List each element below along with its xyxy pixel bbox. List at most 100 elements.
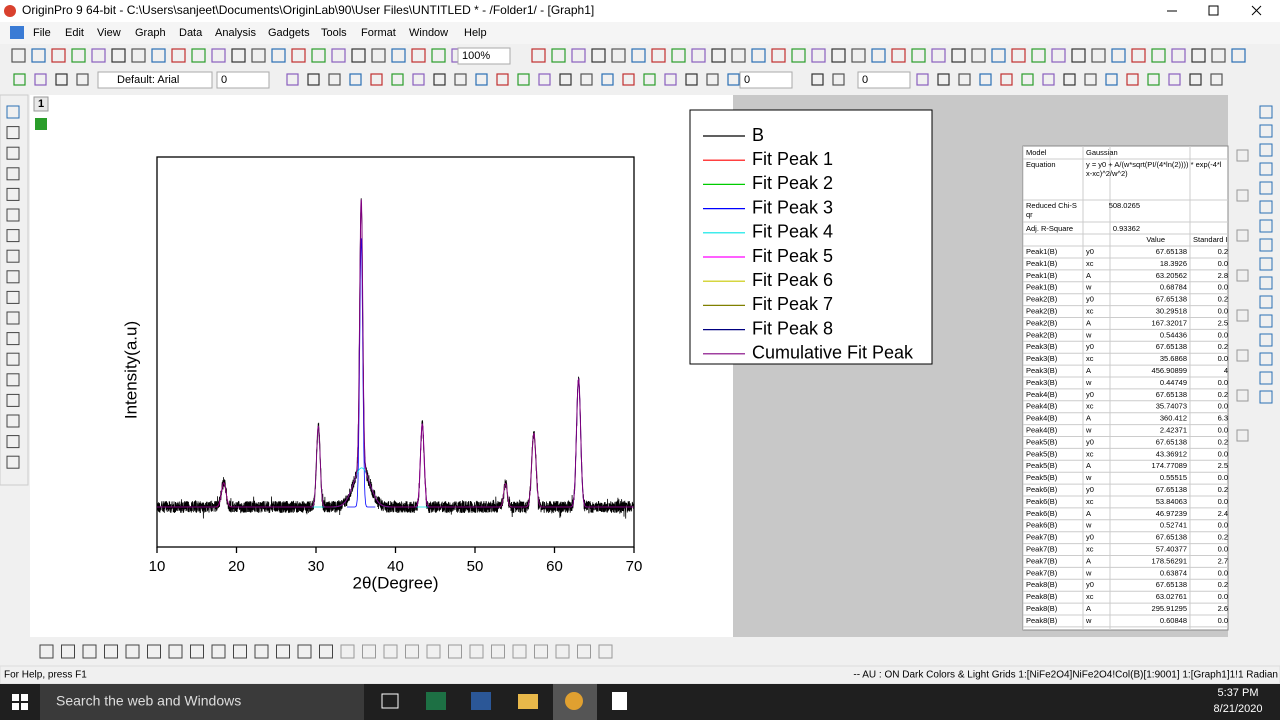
toolbar-button[interactable] <box>411 48 426 63</box>
tool-button[interactable] <box>6 311 20 325</box>
toolbar-button[interactable] <box>958 73 971 86</box>
tool-button[interactable] <box>1236 389 1249 402</box>
toolbar-button[interactable] <box>577 644 591 659</box>
tool-button[interactable] <box>6 455 20 469</box>
toolbar-button[interactable] <box>1131 48 1146 63</box>
toolbar-button[interactable] <box>1011 48 1026 63</box>
tool-button[interactable] <box>6 229 20 243</box>
tool-button[interactable] <box>1259 219 1273 233</box>
toolbar-button[interactable] <box>168 644 183 659</box>
tool-button[interactable] <box>6 414 20 428</box>
toolbar-button[interactable] <box>76 73 89 86</box>
toolbar-button[interactable] <box>1031 48 1046 63</box>
toolbar-button[interactable] <box>512 644 527 659</box>
toolbar-button[interactable] <box>591 48 606 63</box>
toolbar-button[interactable] <box>286 73 299 86</box>
menu-item[interactable]: Window <box>409 27 448 39</box>
toolbar-button[interactable] <box>911 48 926 63</box>
toolbar-button[interactable] <box>383 644 398 659</box>
toolbar-button[interactable] <box>531 48 546 63</box>
menu-item[interactable]: Tools <box>321 27 347 39</box>
toolbar-button[interactable] <box>431 48 446 63</box>
toolbar-button[interactable] <box>469 644 484 659</box>
toolbar-button[interactable] <box>711 48 726 63</box>
toolbar-button[interactable] <box>328 73 341 86</box>
toolbar-button[interactable] <box>454 73 467 86</box>
tool-button[interactable] <box>6 373 20 387</box>
tool-button[interactable] <box>1236 149 1249 162</box>
tool-button[interactable] <box>1259 257 1273 271</box>
toolbar-button[interactable] <box>1151 48 1166 63</box>
line-width-box[interactable] <box>739 71 793 89</box>
toolbar-button[interactable] <box>1051 48 1066 63</box>
toolbar-button[interactable] <box>971 48 986 63</box>
toolbar-button[interactable] <box>891 48 906 63</box>
tool-button[interactable] <box>6 187 20 201</box>
tool-button[interactable] <box>1236 269 1249 282</box>
tool-button[interactable] <box>6 332 20 346</box>
menu-item[interactable]: Help <box>464 27 487 39</box>
tool-button[interactable] <box>6 249 20 263</box>
toolbar-button[interactable] <box>55 73 68 86</box>
toolbar-button[interactable] <box>991 48 1006 63</box>
toolbar-button[interactable] <box>1042 73 1055 86</box>
tool-button[interactable] <box>1236 309 1249 322</box>
tool-button[interactable] <box>6 105 20 119</box>
toolbar-button[interactable] <box>580 73 593 86</box>
toolbar-button[interactable] <box>664 73 677 86</box>
toolbar-button[interactable] <box>297 644 312 659</box>
toolbar-button[interactable] <box>851 48 866 63</box>
toolbar-button[interactable] <box>211 644 226 659</box>
menu-item[interactable]: Graph <box>135 27 166 39</box>
toolbar-button[interactable] <box>671 48 686 63</box>
toolbar-button[interactable] <box>125 644 140 659</box>
toolbar-button[interactable] <box>34 73 47 86</box>
tool-button[interactable] <box>1236 349 1249 362</box>
toolbar-button[interactable] <box>151 48 166 63</box>
toolbar-button[interactable] <box>412 73 425 86</box>
toolbar-button[interactable] <box>13 73 26 86</box>
toolbar-button[interactable] <box>831 48 846 63</box>
tool-button[interactable] <box>1259 295 1273 309</box>
tool-button[interactable] <box>1259 181 1273 195</box>
tool-button[interactable] <box>6 393 20 407</box>
tool-button[interactable] <box>1259 276 1273 290</box>
tool-button[interactable] <box>1259 105 1273 119</box>
toolbar-button[interactable] <box>319 644 333 659</box>
toolbar-button[interactable] <box>11 48 26 63</box>
toolbar-button[interactable] <box>517 73 530 86</box>
toolbar-button[interactable] <box>631 48 646 63</box>
toolbar-button[interactable] <box>254 644 269 659</box>
toolbar-button[interactable] <box>931 48 946 63</box>
lock-icon[interactable] <box>35 118 47 130</box>
toolbar-button[interactable] <box>61 644 75 659</box>
toolbar-button[interactable] <box>731 48 746 63</box>
toolbar-button[interactable] <box>643 73 656 86</box>
toolbar-button[interactable] <box>291 48 306 63</box>
toolbar-button[interactable] <box>1111 48 1126 63</box>
toolbar-button[interactable] <box>951 48 966 63</box>
toolbar-button[interactable] <box>1105 73 1118 86</box>
toolbar-button[interactable] <box>104 644 118 659</box>
toolbar-button[interactable] <box>791 48 806 63</box>
toolbar-button[interactable] <box>251 48 266 63</box>
tool-button[interactable] <box>1259 162 1273 176</box>
toolbar-button[interactable] <box>426 644 441 659</box>
search-box[interactable] <box>40 684 364 720</box>
toolbar-button[interactable] <box>1147 73 1160 86</box>
toolbar-button[interactable] <box>1191 48 1206 63</box>
toolbar-button[interactable] <box>706 73 719 86</box>
toolbar-button[interactable] <box>147 644 161 659</box>
toolbar-button[interactable] <box>685 73 698 86</box>
toolbar-button[interactable] <box>271 48 286 63</box>
toolbar-button[interactable] <box>231 48 246 63</box>
toolbar-button[interactable] <box>391 73 404 86</box>
toolbar-button[interactable] <box>916 73 929 86</box>
menu-item[interactable]: Format <box>361 27 396 39</box>
tool-button[interactable] <box>1259 238 1273 252</box>
menu-item[interactable]: Edit <box>65 27 84 39</box>
tool-button[interactable] <box>1259 333 1273 347</box>
border-width-box[interactable] <box>857 71 911 89</box>
font-box[interactable] <box>97 71 213 89</box>
tool-button[interactable] <box>6 146 20 160</box>
